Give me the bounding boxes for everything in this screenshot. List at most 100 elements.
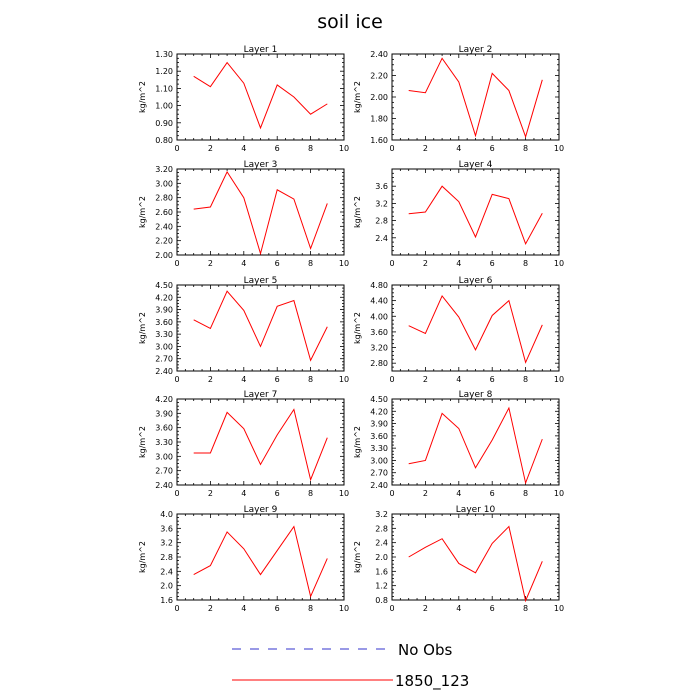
panel-layer-1: Layer 1 0 2 4 6 8 10 0.80 0.90 1.00 1.10 1.20 1.30 kg… [138, 45, 349, 153]
x-tick-label: 10 [339, 259, 349, 268]
y-tick-label: 2.20 [155, 237, 173, 246]
x-tick-label: 6 [275, 144, 280, 153]
y-tick-label: 2.70 [370, 469, 388, 478]
y-tick-label: 4.20 [370, 407, 388, 416]
y-tick-label: 1.30 [155, 50, 173, 59]
y-tick-label: 3.2 [375, 510, 388, 519]
y-tick-label: 2.8 [375, 217, 388, 226]
y-tick-label: 2.70 [155, 467, 173, 476]
panel-title: Layer 7 [244, 390, 278, 400]
x-tick-label: 10 [554, 259, 564, 268]
y-tick-label: 4.00 [370, 312, 388, 321]
x-tick-label: 2 [423, 259, 428, 268]
x-tick-label: 4 [456, 375, 461, 384]
panel-title: Layer 10 [456, 505, 496, 515]
y-tick-label: 3.90 [155, 306, 173, 315]
series-line-1850-123 [193, 290, 328, 362]
y-tick-label: 4.20 [155, 395, 173, 404]
x-tick-label: 2 [423, 489, 428, 498]
y-axis-label: kg/m^2 [138, 196, 147, 228]
y-tick-label: 2.0 [160, 582, 173, 591]
x-tick-label: 0 [389, 144, 394, 153]
y-tick-label: 3.00 [155, 452, 173, 461]
plot-frame [391, 398, 560, 486]
panel-title: Layer 2 [459, 45, 493, 55]
x-tick-label: 10 [339, 604, 349, 613]
plot-frame [391, 513, 560, 601]
x-tick-label: 10 [339, 144, 349, 153]
y-tick-label: 4.50 [370, 395, 388, 404]
y-tick-label: 2.8 [375, 524, 388, 533]
x-tick-label: 8 [308, 489, 313, 498]
series-line-1850-123 [408, 294, 543, 364]
x-tick-label: 4 [241, 144, 246, 153]
y-tick-label: 2.8 [160, 553, 173, 562]
panel-layer-3: Layer 3 0 2 4 6 8 10 2.00 2.20 2.40 2.60 2.80 3.00 3.… [138, 160, 349, 268]
plot-frame [176, 398, 345, 486]
plot-frame [391, 53, 560, 141]
x-tick-label: 2 [423, 144, 428, 153]
x-tick-label: 4 [241, 489, 246, 498]
x-tick-label: 8 [308, 144, 313, 153]
y-tick-label: 0.90 [155, 119, 173, 128]
y-tick-label: 1.20 [155, 67, 173, 76]
panel-title: Layer 6 [459, 276, 493, 286]
x-tick-label: 2 [208, 375, 213, 384]
x-tick-label: 4 [241, 604, 246, 613]
y-tick-label: 2.00 [155, 251, 173, 260]
x-tick-label: 8 [308, 259, 313, 268]
x-tick-label: 8 [308, 375, 313, 384]
y-tick-label: 3.6 [375, 182, 388, 191]
x-tick-label: 4 [456, 144, 461, 153]
x-tick-label: 6 [490, 259, 495, 268]
y-tick-label: 2.60 [155, 208, 173, 217]
series-line-1850-123 [193, 525, 328, 598]
x-tick-label: 10 [554, 144, 564, 153]
panel-layer-9: Layer 9 0 2 4 6 8 10 1.6 2.0 2.4 2.8 3.2 3.6 4.0 kg/m^… [138, 505, 349, 613]
y-tick-label: 3.60 [370, 432, 388, 441]
x-tick-label: 10 [554, 375, 564, 384]
y-tick-label: 2.40 [155, 481, 173, 490]
x-tick-label: 2 [208, 259, 213, 268]
y-tick-label: 3.30 [370, 444, 388, 453]
y-tick-label: 3.20 [155, 165, 173, 174]
plot-frame [391, 168, 560, 256]
y-tick-label: 2.80 [155, 194, 173, 203]
panel-title: Layer 3 [244, 160, 278, 170]
y-tick-label: 1.00 [155, 102, 173, 111]
y-tick-label: 2.4 [375, 539, 388, 548]
panel-layer-10: Layer 10 0 2 4 6 8 10 0.8 1.2 1.6 2.0 2.4 2.8 3.2 kg/m… [353, 505, 564, 613]
x-tick-label: 2 [208, 489, 213, 498]
x-tick-label: 4 [241, 375, 246, 384]
y-tick-label: 2.40 [155, 367, 173, 376]
x-tick-label: 0 [174, 489, 179, 498]
y-tick-label: 3.2 [375, 199, 388, 208]
panel-layer-6: Layer 6 0 2 4 6 8 10 2.80 3.20 3.60 4.00 4.40 4.80 kg… [353, 276, 564, 384]
x-tick-label: 4 [241, 259, 246, 268]
x-tick-label: 8 [523, 489, 528, 498]
x-tick-label: 10 [339, 489, 349, 498]
series-line-1850-123 [193, 170, 328, 256]
y-tick-label: 1.10 [155, 84, 173, 93]
plot-frame [391, 284, 560, 372]
y-axis-label: kg/m^2 [353, 81, 362, 113]
series-line-1850-123 [193, 408, 328, 482]
x-tick-label: 0 [389, 259, 394, 268]
y-tick-label: 3.00 [370, 456, 388, 465]
y-tick-label: 0.80 [155, 136, 173, 145]
panel-layer-2: Layer 2 0 2 4 6 8 10 1.60 1.80 2.00 2.20 2.40 kg/m^2 [353, 45, 564, 153]
series-line-1850-123 [408, 57, 543, 139]
y-tick-label: 3.90 [155, 409, 173, 418]
x-tick-label: 6 [490, 604, 495, 613]
x-tick-label: 0 [389, 375, 394, 384]
y-axis-label: kg/m^2 [138, 541, 147, 573]
x-tick-label: 2 [423, 604, 428, 613]
x-tick-label: 8 [308, 604, 313, 613]
x-tick-label: 6 [275, 489, 280, 498]
y-tick-label: 2.40 [370, 50, 388, 59]
y-tick-label: 2.80 [370, 359, 388, 368]
panel-title: Layer 4 [459, 160, 493, 170]
y-tick-label: 1.6 [375, 567, 388, 576]
panel-title: Layer 1 [244, 45, 278, 55]
x-tick-label: 2 [208, 144, 213, 153]
